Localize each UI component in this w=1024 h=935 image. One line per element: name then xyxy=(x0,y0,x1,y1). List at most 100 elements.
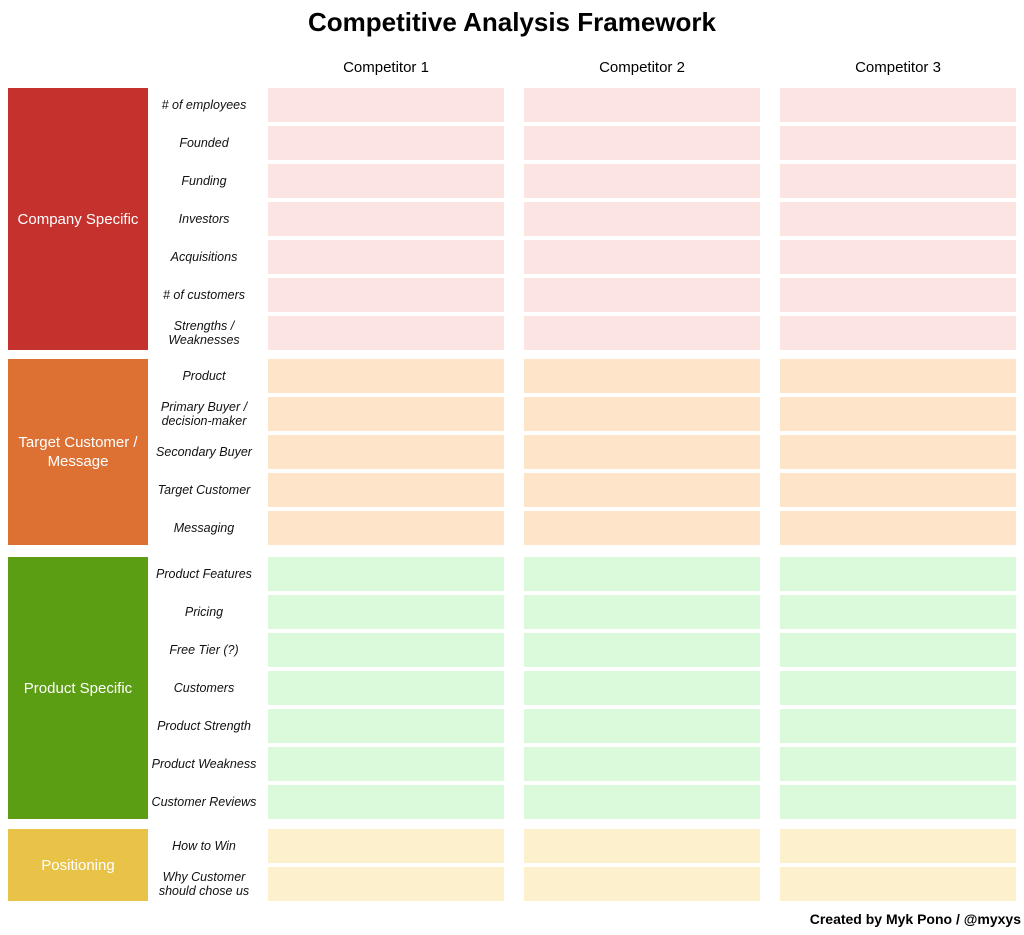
competitor-3-column xyxy=(780,359,1016,545)
matrix-cell xyxy=(268,397,504,431)
competitor-3-column xyxy=(780,557,1016,819)
matrix-cell xyxy=(524,785,760,819)
matrix-cell xyxy=(780,473,1016,507)
row-label: Strengths / Weaknesses xyxy=(168,319,240,347)
competitor-1-column xyxy=(268,557,504,819)
row-label: Acquisitions xyxy=(170,250,238,264)
matrix-cell xyxy=(780,511,1016,545)
matrix-cell xyxy=(780,397,1016,431)
matrix-cell xyxy=(524,747,760,781)
matrix-cell xyxy=(780,164,1016,198)
matrix-cell xyxy=(780,126,1016,160)
row-label: How to Win xyxy=(172,839,236,853)
matrix-cell xyxy=(524,557,760,591)
competitor-2-header: Competitor 2 xyxy=(599,59,685,76)
framework-grid: Company Specific # of employees Founded … xyxy=(0,88,1024,901)
matrix-cell xyxy=(524,709,760,743)
competitor-header-row: Competitor 1 Competitor 2 Competitor 3 xyxy=(268,59,1024,77)
row-label: Founded xyxy=(179,136,229,150)
row-label: # of customers xyxy=(163,288,245,302)
matrix-cell xyxy=(268,511,504,545)
matrix-cell xyxy=(524,240,760,274)
section-positioning: Positioning How to Win Why Customer shou… xyxy=(8,829,1024,901)
matrix-cell xyxy=(524,671,760,705)
row-label-column: # of employees Founded Funding Investors… xyxy=(148,88,268,350)
matrix-cell xyxy=(268,867,504,901)
matrix-cell xyxy=(524,88,760,122)
matrix-cell xyxy=(780,88,1016,122)
matrix-cell xyxy=(268,709,504,743)
matrix-cell xyxy=(780,316,1016,350)
section-company-specific: Company Specific # of employees Founded … xyxy=(8,88,1024,350)
row-label: Pricing xyxy=(184,605,224,619)
product-specific-block: Product Specific xyxy=(8,557,148,819)
matrix-cell xyxy=(780,709,1016,743)
matrix-cell xyxy=(780,671,1016,705)
matrix-cell xyxy=(780,278,1016,312)
row-label: Messaging xyxy=(173,521,235,535)
matrix-cell xyxy=(780,785,1016,819)
competitor-3-header: Competitor 3 xyxy=(855,59,941,76)
matrix-cell xyxy=(780,557,1016,591)
matrix-cell xyxy=(780,435,1016,469)
matrix-cell xyxy=(524,829,760,863)
row-label: Why Customer should chose us xyxy=(158,870,250,898)
page-title: Competitive Analysis Framework xyxy=(308,7,716,37)
competitor-2-column xyxy=(524,557,760,819)
row-label: Free Tier (?) xyxy=(169,643,239,657)
matrix-cell xyxy=(268,633,504,667)
competitor-1-column xyxy=(268,359,504,545)
matrix-cell xyxy=(268,126,504,160)
matrix-cell xyxy=(524,202,760,236)
competitor-1-column xyxy=(268,829,504,901)
company-specific-block: Company Specific xyxy=(8,88,148,350)
matrix-cell xyxy=(780,829,1016,863)
matrix-cell xyxy=(268,671,504,705)
matrix-cell xyxy=(268,88,504,122)
matrix-cell xyxy=(780,202,1016,236)
row-label: Investors xyxy=(178,212,230,226)
matrix-cell xyxy=(524,511,760,545)
row-label: Product Weakness xyxy=(151,757,257,771)
matrix-cell xyxy=(268,435,504,469)
competitor-2-column xyxy=(524,88,760,350)
matrix-cell xyxy=(268,747,504,781)
competitor-3-column xyxy=(780,88,1016,350)
matrix-cell xyxy=(268,557,504,591)
target-customer-message-block: Target Customer / Message xyxy=(8,359,148,545)
matrix-cell xyxy=(780,595,1016,629)
matrix-cell xyxy=(524,473,760,507)
competitor-2-column xyxy=(524,359,760,545)
matrix-cell xyxy=(524,633,760,667)
matrix-cell xyxy=(268,202,504,236)
positioning-block: Positioning xyxy=(8,829,148,901)
matrix-cell xyxy=(780,747,1016,781)
matrix-cell xyxy=(268,240,504,274)
matrix-cell xyxy=(524,867,760,901)
competitor-2-column xyxy=(524,829,760,901)
row-label: Product Features xyxy=(156,567,252,581)
matrix-cell xyxy=(780,633,1016,667)
section-product-specific: Product Specific Product Features Pricin… xyxy=(8,557,1024,819)
matrix-cell xyxy=(524,278,760,312)
matrix-cell xyxy=(268,829,504,863)
row-label: Customers xyxy=(173,681,235,695)
section-target-customer-message: Target Customer / Message Product Primar… xyxy=(8,359,1024,545)
matrix-cell xyxy=(780,359,1016,393)
row-label-column: Product Primary Buyer / decision-maker S… xyxy=(148,359,268,545)
matrix-cell xyxy=(524,316,760,350)
matrix-cell xyxy=(268,595,504,629)
matrix-cell xyxy=(268,785,504,819)
row-label: Target Customer xyxy=(157,483,251,497)
matrix-cell xyxy=(524,397,760,431)
matrix-cell xyxy=(268,359,504,393)
matrix-cell xyxy=(268,278,504,312)
matrix-cell xyxy=(780,867,1016,901)
row-label-column: How to Win Why Customer should chose us xyxy=(148,829,268,901)
matrix-cell xyxy=(524,126,760,160)
row-label: Funding xyxy=(181,174,227,188)
matrix-cell xyxy=(780,240,1016,274)
competitor-1-column xyxy=(268,88,504,350)
competitor-1-header: Competitor 1 xyxy=(343,59,429,76)
